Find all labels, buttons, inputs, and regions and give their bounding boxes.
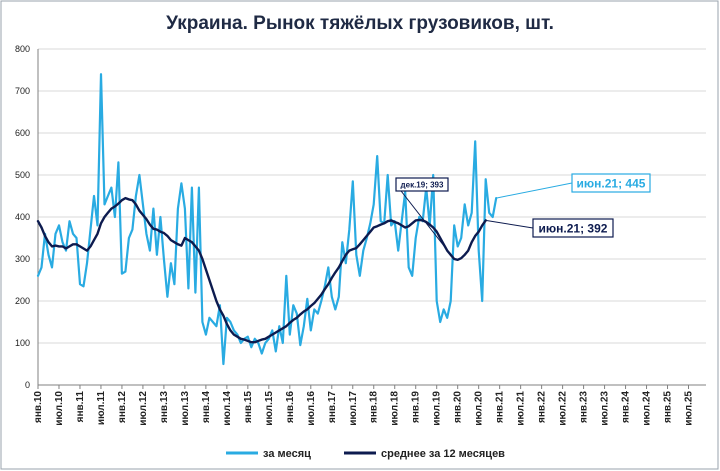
y-tick-label: 800 (15, 44, 30, 54)
x-tick-label: июл.14 (222, 391, 233, 426)
y-tick-label: 200 (15, 296, 30, 306)
x-tick-label: июл.15 (264, 391, 275, 426)
legend: за месяц среднее за 12 месяцев (226, 448, 505, 460)
x-tick-label: июл.16 (306, 391, 317, 426)
x-tick-labels: янв.10 июл.10 янв.11 июл.11 янв.12 июл.12 янв.… (33, 391, 695, 426)
x-tick-label: янв.18 (369, 391, 380, 423)
x-tick-label: янв.22 (537, 391, 548, 423)
x-tick-label: июл.25 (684, 391, 695, 426)
y-tick-label: 500 (15, 170, 30, 180)
annotation-jun21-average-box (532, 218, 614, 238)
x-tick-label: июл.24 (642, 391, 653, 426)
x-tick-label: янв.23 (579, 391, 590, 423)
x-tick-label: июл.20 (474, 391, 485, 426)
y-tick-label: 400 (15, 212, 30, 222)
series-lines (36, 73, 498, 366)
legend-label-monthly: за месяц (263, 448, 311, 460)
y-tick-label: 700 (15, 86, 30, 96)
x-tick-label: июл.12 (138, 391, 149, 426)
y-tick-label: 600 (15, 128, 30, 138)
x-tick-label: янв.16 (285, 391, 296, 423)
legend-label-average: среднее за 12 месяцев (381, 448, 505, 460)
series-line-monthly (36, 73, 498, 366)
annotation-jun21-monthly-leader (496, 182, 573, 199)
series-line-average (36, 196, 487, 344)
x-tick-label: янв.15 (243, 391, 254, 423)
x-tick-label: июл.18 (390, 391, 401, 426)
x-tick-label: июл.13 (180, 391, 191, 426)
annotation-dec19-leader (395, 184, 455, 260)
x-tick-label: июл.10 (54, 391, 65, 426)
y-tick-label: 300 (15, 254, 30, 264)
x-tick-label: янв.25 (663, 391, 674, 423)
y-tick-label: 0 (25, 380, 30, 390)
grid-lines (38, 48, 706, 344)
x-tick-label: янв.12 (117, 391, 128, 423)
y-tick-labels: 0 100 200 300 400 500 600 700 800 (15, 44, 30, 390)
x-tick-label: янв.14 (201, 391, 212, 423)
annotation-jun21-average-leader (485, 219, 534, 229)
x-tick-label: янв.21 (495, 391, 506, 423)
annotation-jun21-monthly-box (571, 173, 651, 193)
axes (37, 49, 706, 389)
x-tick-label: июл.19 (432, 391, 443, 426)
x-tick-label: янв.10 (33, 391, 44, 423)
annotation-dec19-label: дек.19; 393 (401, 180, 444, 189)
annotation-jun21-monthly-label: июн.21; 445 (577, 176, 646, 190)
x-tick-label: янв.11 (75, 391, 86, 423)
chart-title: Украина. Рынок тяжёлых грузовиков, шт. (166, 13, 554, 34)
x-tick-label: июл.22 (558, 391, 569, 426)
annotation-jun21-average-label: июн.21; 392 (539, 221, 608, 235)
x-tick-label: июл.23 (600, 391, 611, 426)
x-tick-label: янв.17 (327, 391, 338, 423)
annotation-dec19-box (395, 177, 449, 192)
y-tick-label: 100 (15, 338, 30, 348)
x-tick-label: июл.11 (96, 391, 107, 426)
x-tick-label: янв.13 (159, 391, 170, 423)
x-tick-label: июл.21 (516, 391, 527, 426)
x-tick-label: июл.17 (348, 391, 359, 426)
x-tick-label: янв.24 (621, 391, 632, 423)
x-tick-label: янв.19 (411, 391, 422, 423)
x-tick-label: янв.20 (453, 391, 464, 423)
annotations: дек.19; 393 июн.21; 445 июн.21; 392 (395, 173, 651, 260)
